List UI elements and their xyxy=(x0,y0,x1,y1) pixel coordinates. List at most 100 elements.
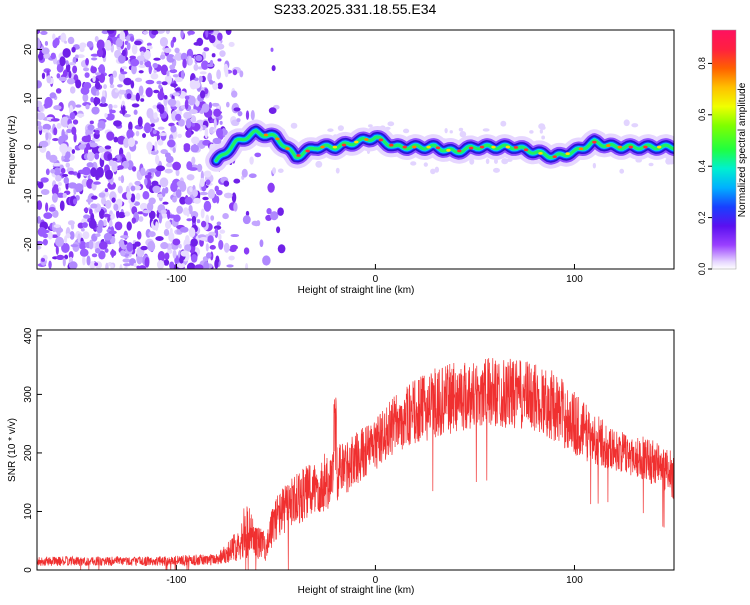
spectrogram-noise-blob xyxy=(178,243,182,249)
spectrogram-noise-blob xyxy=(368,124,373,128)
spectrogram-noise-blob xyxy=(208,101,213,109)
spectrogram-noise-blob xyxy=(37,215,41,224)
spectrogram-noise-blob xyxy=(201,220,207,228)
spectrogram-noise-blob xyxy=(61,242,70,253)
spectrogram-noise-blob xyxy=(191,136,200,145)
spectrogram-y-tick-label: 20 xyxy=(23,44,34,56)
colorbar-tick-label: 0.0 xyxy=(697,263,707,276)
spectrogram-noise-blob xyxy=(176,205,184,214)
spectrogram-noise-blob xyxy=(199,237,209,241)
spectrogram-noise-blob xyxy=(42,123,52,131)
spectrogram-noise-blob xyxy=(140,98,145,102)
spectrogram-noise-blob xyxy=(129,36,135,42)
spectrogram-noise-blob xyxy=(83,214,91,219)
figure-title: S233.2025.331.18.55.E34 xyxy=(274,1,437,17)
spectrogram-noise-blob xyxy=(93,181,101,185)
spectrogram-noise-blob xyxy=(116,209,120,219)
spectrogram-noise-blob xyxy=(212,137,222,145)
spectrogram-hotspot xyxy=(538,151,543,155)
spectrogram-noise-blob xyxy=(101,96,106,104)
spectrogram-noise-blob xyxy=(75,104,82,108)
spectrogram-noise-blob xyxy=(196,163,203,173)
spectrogram-noise-blob xyxy=(90,167,97,178)
spectrogram-noise-blob xyxy=(135,130,140,137)
spectrogram-noise-blob xyxy=(68,62,76,66)
spectrogram-noise-blob xyxy=(53,224,61,228)
spectrogram-noise-blob xyxy=(40,30,48,35)
spectrogram-noise-blob xyxy=(74,54,79,59)
spectrogram-hotspot xyxy=(332,145,338,149)
spectrogram-y-tick-label: 0 xyxy=(23,144,34,150)
spectrogram-noise-blob xyxy=(59,56,66,67)
spectrogram-noise-blob xyxy=(117,84,123,88)
spectrogram-noise-blob xyxy=(180,52,188,61)
spectrogram-noise-blob xyxy=(125,35,131,42)
spectrogram-noise-blob xyxy=(78,143,87,150)
spectrogram-noise-blob xyxy=(184,99,189,110)
spectrogram-noise-blob xyxy=(444,127,448,134)
spectrogram-noise-blob xyxy=(133,262,137,267)
spectrogram-noise-blob xyxy=(53,167,61,176)
spectrogram-noise-blob xyxy=(64,235,68,244)
spectrogram-hotspot xyxy=(523,148,529,152)
spectrogram-noise-blob xyxy=(185,118,192,129)
spectrogram-noise-blob xyxy=(85,104,90,110)
spectrogram-y-tick-label: 10 xyxy=(23,92,34,104)
spectrogram-noise-blob xyxy=(83,207,89,213)
spectrogram-noise-blob xyxy=(68,170,75,175)
spectrogram-noise-blob xyxy=(62,173,69,177)
spectrogram-noise-blob xyxy=(172,196,177,203)
spectrogram-noise-blob xyxy=(52,33,56,40)
spectrogram-noise-blob xyxy=(195,55,203,62)
spectrogram-noise-blob xyxy=(110,263,114,269)
spectrogram-noise-blob xyxy=(48,206,56,212)
colorbar-label: Normalized spectral amplitude xyxy=(737,82,748,217)
spectrogram-noise-blob xyxy=(170,182,178,193)
spectrogram-hotspot xyxy=(468,146,474,150)
spectrogram-noise-blob xyxy=(199,71,207,75)
spectrogram-noise-blob xyxy=(130,193,136,203)
spectrogram-noise-blob xyxy=(423,162,428,167)
spectrogram-noise-blob xyxy=(277,168,284,173)
spectrogram-noise-blob xyxy=(142,133,147,138)
spectrogram-noise-blob xyxy=(631,123,639,128)
spectrogram-noise-blob xyxy=(192,189,198,198)
spectrogram-noise-blob xyxy=(245,210,250,217)
spectrogram-noise-blob xyxy=(217,82,223,90)
spectrogram-noise-blob xyxy=(62,192,67,198)
spectrogram-noise-blob xyxy=(151,30,159,35)
spectrogram-hotspot xyxy=(435,146,441,150)
spectrogram-hotspot xyxy=(643,145,648,149)
spectrogram-noise-blob xyxy=(153,57,161,61)
spectrogram-noise-blob xyxy=(54,37,60,46)
colorbar-ticks: 0.0 0.2 0.4 0.6 0.8 xyxy=(697,57,712,275)
spectrogram-x-ticks: -100 0 100 xyxy=(166,264,583,285)
spectrogram-noise-blob xyxy=(45,131,49,141)
spectrogram-noise-blob xyxy=(152,62,158,69)
spectrogram-noise-blob xyxy=(156,30,166,34)
spectrogram-hotspot xyxy=(656,145,662,149)
spectrogram-noise-blob xyxy=(183,144,191,153)
spectrogram-noise-blob xyxy=(94,262,99,266)
spectrogram-noise-blob xyxy=(147,172,152,176)
spectrogram-noise-blob xyxy=(188,55,193,66)
spectrogram-noise-blob xyxy=(266,207,272,215)
spectrogram-noise-blob xyxy=(173,214,181,222)
spectrogram-noise-blob xyxy=(216,69,221,80)
spectrogram-noise-blob xyxy=(42,238,48,246)
spectrogram-noise-blob xyxy=(142,30,149,35)
spectrogram-noise-blob xyxy=(65,62,71,73)
spectrogram-noise-blob xyxy=(223,180,230,187)
spectrogram-noise-cloud xyxy=(37,30,674,269)
spectrogram-noise-blob xyxy=(136,55,145,63)
spectrogram-noise-blob xyxy=(56,254,65,261)
spectrogram-hotspot xyxy=(457,149,462,153)
spectrogram-noise-blob xyxy=(90,212,95,222)
spectrogram-noise-blob xyxy=(40,258,46,262)
spectrogram-noise-blob xyxy=(37,52,44,61)
spectrogram-noise-blob xyxy=(105,113,115,121)
spectrogram-noise-blob xyxy=(172,74,179,78)
spectrogram-noise-blob xyxy=(37,80,42,89)
spectrogram-noise-blob xyxy=(211,53,216,58)
spectrogram-noise-blob xyxy=(205,252,212,259)
